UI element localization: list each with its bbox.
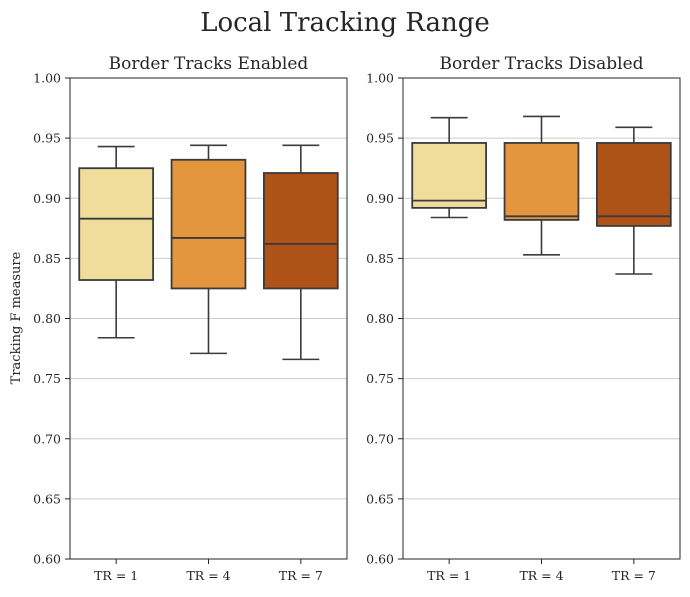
y-tick-label: 0.90 [33,191,61,206]
panel-title: Border Tracks Enabled [109,54,309,74]
y-tick-label: 0.90 [366,191,394,206]
x-tick-label: TR = 4 [519,568,563,583]
box-2 [503,115,580,256]
iqr-box [503,142,580,221]
x-tick-label: TR = 7 [279,568,323,583]
y-tick-label: 0.85 [366,251,394,266]
box-1 [78,145,154,339]
x-tick-label: TR = 1 [427,568,471,583]
y-tick-label: 0.65 [33,491,61,506]
iqr-box [411,142,488,209]
y-tick-label: 0.70 [33,431,61,446]
iqr-box [262,172,339,290]
iqr-box [78,167,154,281]
y-tick-label: 0.65 [366,491,394,506]
iqr-box [170,158,247,290]
plot-frame [69,77,348,560]
y-tick-label: 0.75 [366,371,394,386]
box-3 [596,126,672,275]
y-tick-label: 0.75 [33,371,61,386]
x-tick-label: TR = 4 [186,568,230,583]
y-tick-label: 1.00 [33,71,61,86]
panel-title: Border Tracks Disabled [439,54,643,74]
y-tick-label: 0.80 [33,311,61,326]
y-tick-label: 0.60 [33,552,61,567]
x-tick-label: TR = 7 [612,568,656,583]
y-tick-label: 0.70 [366,431,394,446]
plot-frame [402,77,681,560]
y-tick-label: 0.95 [366,131,394,146]
y-tick-label: 0.80 [366,311,394,326]
panels: Border Tracks Enabled 0.60 0.65 0.70 0.75 0.8… [33,54,681,583]
panel-1: Border Tracks Enabled 0.60 0.65 0.70 0.75 0.8… [33,54,348,583]
y-tick-label: 1.00 [366,71,394,86]
iqr-box [596,142,672,227]
x-tick-label: TR = 1 [94,568,138,583]
box-3 [262,144,339,361]
box-1 [411,116,488,219]
figure-title: Local Tracking Range [200,8,490,38]
y-tick-label: 0.85 [33,251,61,266]
y-axis-label: Tracking F measure [9,251,24,384]
box-2 [170,144,247,355]
y-tick-label: 0.95 [33,131,61,146]
panel-2: Border Tracks Disabled 0.60 0.65 0.70 0.75 0.… [366,54,681,583]
y-tick-label: 0.60 [366,552,394,567]
